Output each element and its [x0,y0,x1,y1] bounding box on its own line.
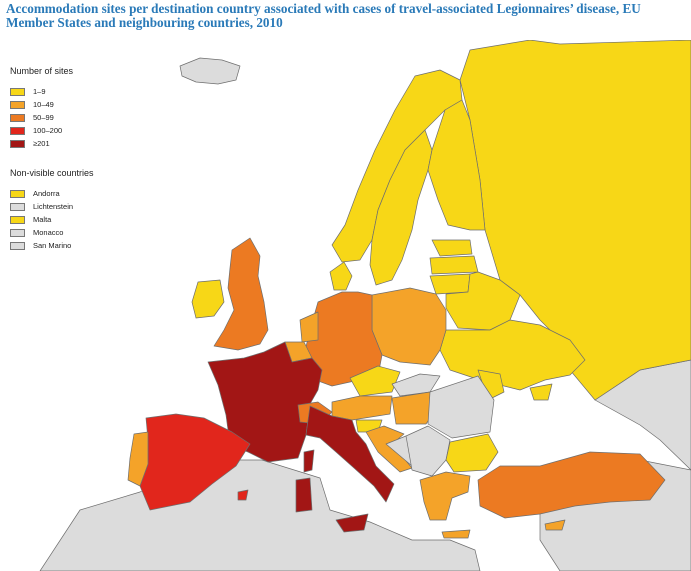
legend-swatch [10,100,25,109]
region-netherlands [299,311,319,343]
region-poland [371,287,447,366]
region-greece [419,471,471,521]
legend-item: ≥201 [10,137,94,150]
legend-label: ≥201 [33,139,50,148]
nonvisible-item: San Marino [10,239,94,252]
nonvisible-swatch [10,241,25,250]
region-italy [305,405,395,503]
legend-label: 1–9 [33,87,46,96]
region-czech [349,365,401,397]
region-slovakia [391,373,441,397]
region-estonia [431,239,473,257]
region-finland [427,99,486,231]
map-legend: Number of sites 1–9 10–49 50–99 100–200 ≥201… [10,66,94,252]
region-uk [213,237,269,351]
region-portugal [127,431,149,487]
legend-swatch [10,126,25,135]
legend-label: 100–200 [33,126,63,135]
region-romania [427,375,495,439]
region-serbia [405,425,451,477]
region-austria [331,395,393,421]
legend-label: 10–49 [33,100,54,109]
legend-label: 50–99 [33,113,54,122]
nonvisible-item: Andorra [10,187,94,200]
region-latvia [429,255,479,275]
legend-item: 100–200 [10,124,94,137]
region-iceland [179,57,241,85]
region-corsica [303,449,315,473]
legend-title: Number of sites [10,66,74,76]
nonvisible-swatch [10,215,25,224]
nonvisible-label: Malta [33,215,52,224]
nonvisible-label: Andorra [33,189,60,198]
region-sweden [369,129,433,286]
nonvisible-swatch [10,202,25,211]
map-area [0,40,691,571]
region-denmark [329,261,353,291]
legend-items: 1–9 10–49 50–99 100–200 ≥201 [10,85,94,150]
nonvisible-swatch [10,228,25,237]
nonvisible-item: Malta [10,213,94,226]
region-bulgaria [445,433,499,473]
region-balearics [237,489,249,501]
region-ireland [191,279,225,319]
region-north-africa [39,459,481,571]
legend-item: 1–9 [10,85,94,98]
region-lithuania [429,273,471,295]
nonvisible-label: Monacco [33,228,64,237]
europe-map [39,40,691,571]
legend-item: 50–99 [10,111,94,124]
region-ukraine [439,319,586,391]
region-cyprus [544,519,566,531]
map-title: Accommodation sites per destination coun… [6,1,641,30]
nonvisible-label: Lichtenstein [33,202,74,211]
region-crete [441,529,471,539]
legend-swatch [10,87,25,96]
nonvisible-label: San Marino [33,241,72,250]
region-crimea [529,383,553,401]
region-sardinia [295,477,313,513]
nonvisible-items: Andorra Lichtenstein Malta Monacco San Marin… [10,187,94,252]
region-sicily [335,513,369,533]
legend-item: 10–49 [10,98,94,111]
legend-swatch [10,139,25,148]
legend-swatch [10,113,25,122]
nonvisible-title: Non-visible countries [10,168,94,178]
nonvisible-item: Lichtenstein [10,200,94,213]
region-turkey [477,451,666,519]
nonvisible-item: Monacco [10,226,94,239]
nonvisible-swatch [10,189,25,198]
